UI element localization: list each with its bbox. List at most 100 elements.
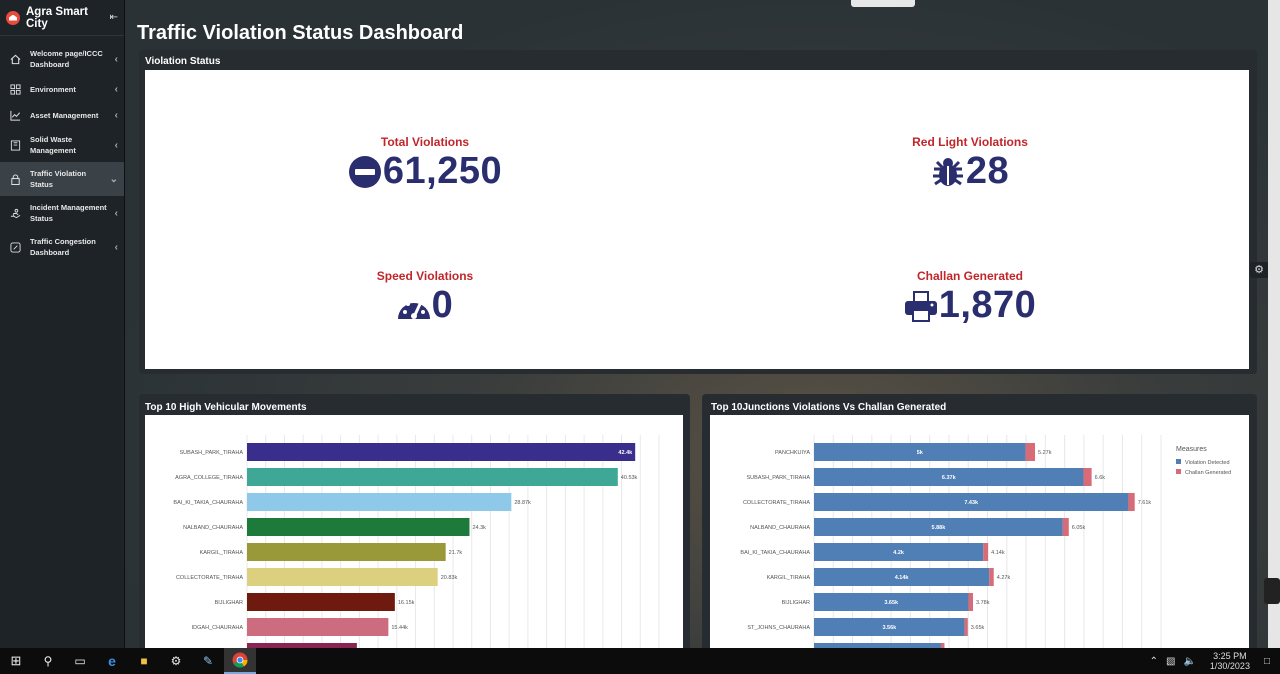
sidebar-item-traffic-violation[interactable]: Traffic Violation Status ⌄: [0, 162, 124, 196]
notification-icon[interactable]: □: [1263, 655, 1270, 667]
volume-icon[interactable]: 🔈: [1183, 655, 1196, 667]
tachometer-icon: [397, 289, 431, 323]
kpi-value: 61,250: [382, 150, 503, 192]
chevron-up-icon[interactable]: ⌃: [1149, 655, 1158, 667]
grid-icon: [10, 83, 21, 95]
sidebar-item-asset-management[interactable]: Asset Management ‹: [0, 102, 124, 128]
sidebar-item-incident-management[interactable]: Incident Management Status ‹: [0, 196, 124, 230]
total-label: 6.6k: [1095, 475, 1106, 481]
bar: [247, 643, 357, 650]
chevron-left-icon: ‹: [114, 83, 118, 95]
category-label: SUBASH_PARK_TIRAHA: [180, 450, 244, 456]
category-label: AGRA_COLLEGE_TIRAHA: [175, 475, 243, 481]
category-label: KARGIL_TIRAHA: [767, 575, 811, 581]
network-icon[interactable]: ▧: [1166, 655, 1176, 667]
right-scrollbar[interactable]: [1268, 0, 1280, 648]
bar-challan: [964, 618, 968, 636]
chevron-left-icon: ‹: [114, 207, 118, 219]
sidebar-item-label: Welcome page/ICCC Dashboard: [30, 49, 103, 69]
bar-violation: [814, 443, 1026, 461]
sidebar-item-welcome[interactable]: Welcome page/ICCC Dashboard ‹: [0, 42, 124, 76]
bar-challan: [968, 593, 974, 611]
system-tray: ⌃ ▧ 🔈 3:25 PM 1/30/2023 □: [1146, 648, 1280, 674]
legend-label: Violation Detected: [1185, 460, 1230, 466]
bar: [247, 443, 636, 461]
ie-icon[interactable]: e: [108, 653, 116, 669]
chevron-left-icon: ‹: [114, 139, 118, 151]
bar-challan: [989, 568, 994, 586]
printer-icon: [904, 289, 938, 323]
clock[interactable]: 3:25 PM 1/30/2023: [1200, 651, 1260, 671]
scroll-handle[interactable]: [1264, 578, 1280, 604]
kpi-speed-violations: Speed Violations 0: [335, 269, 515, 327]
home-icon: [10, 54, 21, 65]
collapse-left-icon[interactable]: ⇤: [109, 12, 118, 23]
sidebar-item-traffic-congestion[interactable]: Traffic Congestion Dashboard ‹: [0, 230, 124, 264]
sidebar-item-label: Traffic Violation Status: [30, 169, 87, 189]
legend-swatch: [1176, 469, 1181, 474]
data-label: 42.4k: [618, 450, 633, 456]
bar: [247, 593, 395, 611]
total-label: 5.27k: [1038, 450, 1052, 456]
category-label: COLLECTORATE_TIRAHA: [176, 575, 243, 581]
bar-challan: [1083, 468, 1092, 486]
data-label: 24.3k: [472, 525, 486, 531]
search-icon[interactable]: ⚲: [43, 654, 53, 668]
kpi-label: Total Violations: [380, 135, 470, 149]
chart-area: PANCHKUIYA 5k 5.27k SUBASH_PARK_TIRAHA 6.37k…: [710, 415, 1249, 650]
sidebar-item-label: Incident Management Status: [30, 203, 107, 223]
bar-challan: [983, 543, 989, 561]
sidebar-item-environment[interactable]: Environment ‹: [0, 76, 124, 102]
vehicular-movements-panel: Top 10 High Vehicular Movements SUBASH_P…: [139, 394, 690, 654]
chevron-left-icon: ‹: [114, 241, 118, 253]
settings-app-icon[interactable]: ⚙: [170, 654, 182, 668]
main-content: Traffic Violation Status Dashboard Viola…: [126, 0, 1280, 654]
taskbar: ⊞ ⚲ ▭ e ■ ⚙ ✎ ⌃ ▧ 🔈 3:25 PM 1/30/2023 □: [0, 648, 1280, 674]
start-icon[interactable]: ⊞: [10, 653, 22, 668]
sidebar-item-solid-waste[interactable]: Solid Waste Management ‹: [0, 128, 124, 162]
violation-status-panel: Violation Status Total Violations 61,250…: [139, 50, 1257, 374]
data-label: 7.43k: [964, 500, 979, 506]
bar-challan: [1025, 443, 1036, 461]
kpi-value: 0: [431, 284, 454, 326]
gauge-icon: [10, 241, 21, 253]
total-label: 4.27k: [997, 575, 1011, 581]
gear-icon[interactable]: ⚙: [1250, 262, 1268, 278]
data-label: 4.2k: [893, 550, 905, 556]
kpi-label: Challan Generated: [916, 269, 1024, 283]
data-label: 20.83k: [441, 575, 458, 581]
chevron-down-icon: ⌄: [109, 173, 118, 185]
data-label: 15.44k: [391, 625, 408, 631]
data-label: 16.15k: [398, 600, 415, 606]
kpi-value: 1,870: [938, 284, 1037, 326]
bug-icon: [931, 155, 965, 189]
notepad-icon[interactable]: ✎: [202, 654, 214, 668]
task-view-icon[interactable]: ▭: [74, 654, 86, 668]
kpi-total-violations: Total Violations 61,250: [335, 135, 515, 193]
chevron-left-icon: ‹: [114, 109, 118, 121]
category-label: IDGAH_CHAURAHA: [192, 625, 244, 631]
bar-violation: [814, 518, 1063, 536]
kpi-container: Total Violations 61,250 Red Light Violat…: [145, 70, 1249, 369]
legend-title: Measures: [1176, 446, 1207, 453]
data-label: 28.87k: [514, 500, 531, 506]
hand-icon: [10, 208, 21, 219]
category-label: NALBAND_CHAURAHA: [750, 525, 810, 531]
vehicular-movements-chart: SUBASH_PARK_TIRAHA 42.4k AGRA_COLLEGE_TIRA…: [173, 435, 660, 650]
kpi-label: Speed Violations: [376, 269, 474, 283]
bar: [247, 543, 446, 561]
chrome-icon[interactable]: [224, 648, 256, 674]
chevron-left-icon: ‹: [114, 53, 118, 65]
bar-violation: [814, 493, 1129, 511]
line-chart-icon: [10, 110, 21, 121]
category-label: PANCHKUIYA: [775, 450, 810, 456]
bar-violation: [814, 618, 965, 636]
data-label: 21.7k: [449, 550, 463, 556]
category-label: BAI_KI_TAKIA_CHAURAHA: [740, 550, 810, 556]
data-label: 3.65k: [884, 600, 899, 606]
total-label: 6.05k: [1072, 525, 1086, 531]
junction-violations-panel: Top 10Junctions Violations Vs Challan Ge…: [702, 394, 1257, 654]
brand-name: Agra Smart City: [26, 5, 88, 30]
file-explorer-icon[interactable]: ■: [140, 654, 148, 668]
bar-violation: [814, 468, 1084, 486]
